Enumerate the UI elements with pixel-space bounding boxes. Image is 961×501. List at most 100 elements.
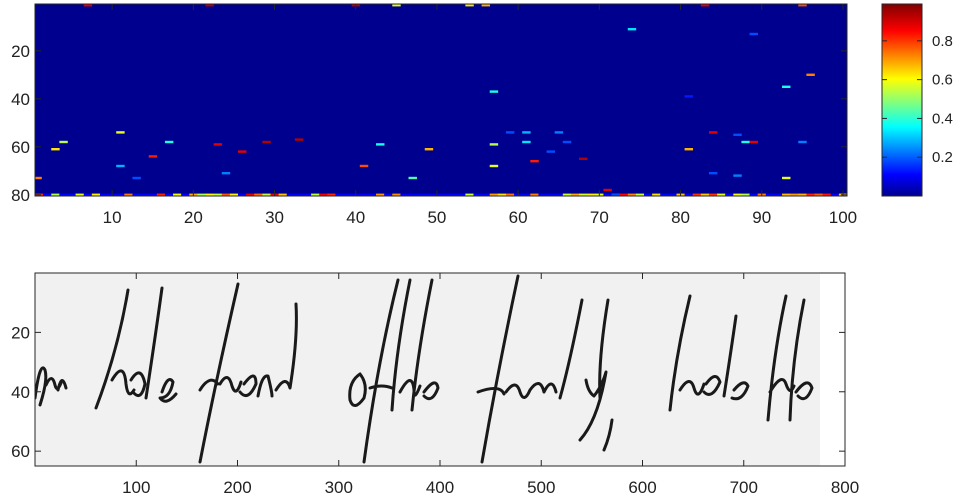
heatmap-cell xyxy=(546,193,555,196)
heatmap-cell xyxy=(660,193,669,196)
heatmap-cell xyxy=(376,193,385,196)
x-tick-label: 600 xyxy=(628,478,656,497)
heatmap-cell xyxy=(530,193,539,196)
heatmap-cell xyxy=(497,193,507,196)
heatmap-cell xyxy=(302,193,312,196)
heatmap-cell xyxy=(238,150,247,153)
handwriting-panel: 100 200 300 400 500 600 700 800 20 40 60 xyxy=(11,272,859,497)
stroke-comma xyxy=(602,418,614,452)
heatmap-cell xyxy=(132,193,141,196)
heatmap-cell xyxy=(708,131,718,134)
heatmap-cell xyxy=(611,193,620,196)
heatmap-cell xyxy=(522,131,531,134)
heatmap-cell xyxy=(83,193,93,196)
heatmap-cell xyxy=(116,131,125,134)
stroke-of xyxy=(348,278,400,464)
heatmap-axes: 10 20 30 40 50 60 70 80 90 100 20 40 60 80 xyxy=(11,4,857,227)
heatmap-cell xyxy=(773,193,783,196)
heatmap-cell xyxy=(441,193,450,196)
heatmap-cell xyxy=(765,193,775,196)
heatmap-cell xyxy=(708,172,718,175)
colorbar-gradient xyxy=(881,3,923,197)
heatmap-cell xyxy=(392,4,401,7)
heatmap-cell xyxy=(627,193,637,196)
heatmap-cell xyxy=(806,193,815,196)
heatmap-cell xyxy=(367,193,377,196)
heatmap-cell xyxy=(546,150,555,153)
heatmap-cell xyxy=(254,193,263,196)
y-tick-label: 20 xyxy=(11,323,30,342)
heatmap-cell xyxy=(717,193,726,196)
x-tick-label: 40 xyxy=(346,208,365,227)
heatmap-cell xyxy=(400,193,409,196)
heatmap-cell xyxy=(392,193,401,196)
image-axes: 100 200 300 400 500 600 700 800 20 40 60 xyxy=(11,273,859,497)
heatmap-cell xyxy=(733,174,742,177)
heatmap-cell xyxy=(164,140,174,144)
heatmap-cell xyxy=(579,193,588,196)
heatmap-cell xyxy=(51,148,60,151)
x-tick-label: 500 xyxy=(527,478,555,497)
heatmap-cell xyxy=(221,172,231,175)
heatmap-cell xyxy=(481,193,491,196)
x-tick-label: 100 xyxy=(829,208,857,227)
y-tick-label: 40 xyxy=(11,90,30,109)
heatmap-cell xyxy=(522,193,531,196)
x-tick-label: 100 xyxy=(122,478,150,497)
heatmap-cell xyxy=(481,4,491,7)
heatmap-cell xyxy=(116,193,125,196)
heatmap-cell xyxy=(83,4,93,7)
heatmap-cell xyxy=(489,193,499,196)
colorbar-tick-label: 0.8 xyxy=(932,33,953,50)
x-tick-label: 800 xyxy=(831,478,859,497)
heatmap-cell xyxy=(806,73,815,76)
heatmap-cell xyxy=(635,193,645,196)
heatmap-cell xyxy=(424,148,434,151)
heatmap-cell xyxy=(782,85,791,88)
heatmap-cell xyxy=(116,164,125,168)
y-tick-label: 40 xyxy=(11,383,30,402)
heatmap-cell xyxy=(181,193,190,196)
heatmap-cell xyxy=(246,193,255,196)
heatmap-cell xyxy=(733,193,742,196)
x-tick-label: 400 xyxy=(426,478,454,497)
x-tick-label: 700 xyxy=(730,478,758,497)
stroke-hole xyxy=(94,286,178,410)
heatmap-cell xyxy=(708,193,718,196)
heatmap-cell xyxy=(424,193,434,196)
heatmap-cell xyxy=(530,160,539,163)
heatmap-cell xyxy=(132,176,141,180)
heatmap-cell xyxy=(741,193,750,196)
x-tick-label: 90 xyxy=(752,208,771,227)
heatmap-cell xyxy=(359,164,369,168)
heatmap-panel: 10 20 30 40 50 60 70 80 90 100 20 40 60 80 xyxy=(11,3,857,227)
y-tick-label: 60 xyxy=(11,442,30,461)
heatmap-cell xyxy=(205,193,214,196)
heatmap-cell xyxy=(733,133,742,136)
heatmap-cell xyxy=(465,193,474,196)
heatmap-cell xyxy=(749,140,758,144)
heatmap-cell xyxy=(384,193,393,196)
heatmap-cell xyxy=(262,140,271,144)
colorbar-tick-label: 0.4 xyxy=(932,110,953,127)
heatmap-cell xyxy=(562,193,572,196)
heatmap-cell xyxy=(140,193,149,196)
heatmap-cell xyxy=(830,193,840,196)
heatmap-cell xyxy=(473,193,482,196)
heatmap-cell xyxy=(741,140,750,144)
heatmap-cell xyxy=(319,193,328,196)
heatmap-cell xyxy=(489,164,499,168)
heatmap-cell xyxy=(692,193,702,196)
heatmap-cell xyxy=(505,193,515,196)
heatmap-cell xyxy=(798,193,807,196)
heatmap-cell xyxy=(294,193,304,196)
handwriting-strokes xyxy=(35,274,814,464)
x-tick-label: 30 xyxy=(265,208,284,227)
heatmap-cell xyxy=(725,193,734,196)
heatmap-cell xyxy=(416,193,426,196)
heatmap-cell xyxy=(213,193,223,196)
heatmap-cell xyxy=(148,193,158,196)
stroke-hale xyxy=(668,294,750,412)
heatmap-cells xyxy=(35,4,847,196)
stroke-the-2 xyxy=(390,278,440,412)
